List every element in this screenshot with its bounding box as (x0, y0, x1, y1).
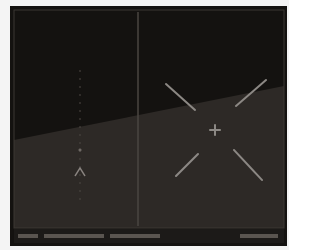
screenshot (0, 0, 289, 250)
status-item[interactable] (44, 234, 104, 238)
status-item[interactable] (18, 234, 38, 238)
status-item[interactable] (110, 234, 160, 238)
page: (() => { const data = JSON.parse(documen… (0, 0, 289, 250)
status-item[interactable] (240, 234, 278, 238)
marker-dot (79, 149, 82, 152)
